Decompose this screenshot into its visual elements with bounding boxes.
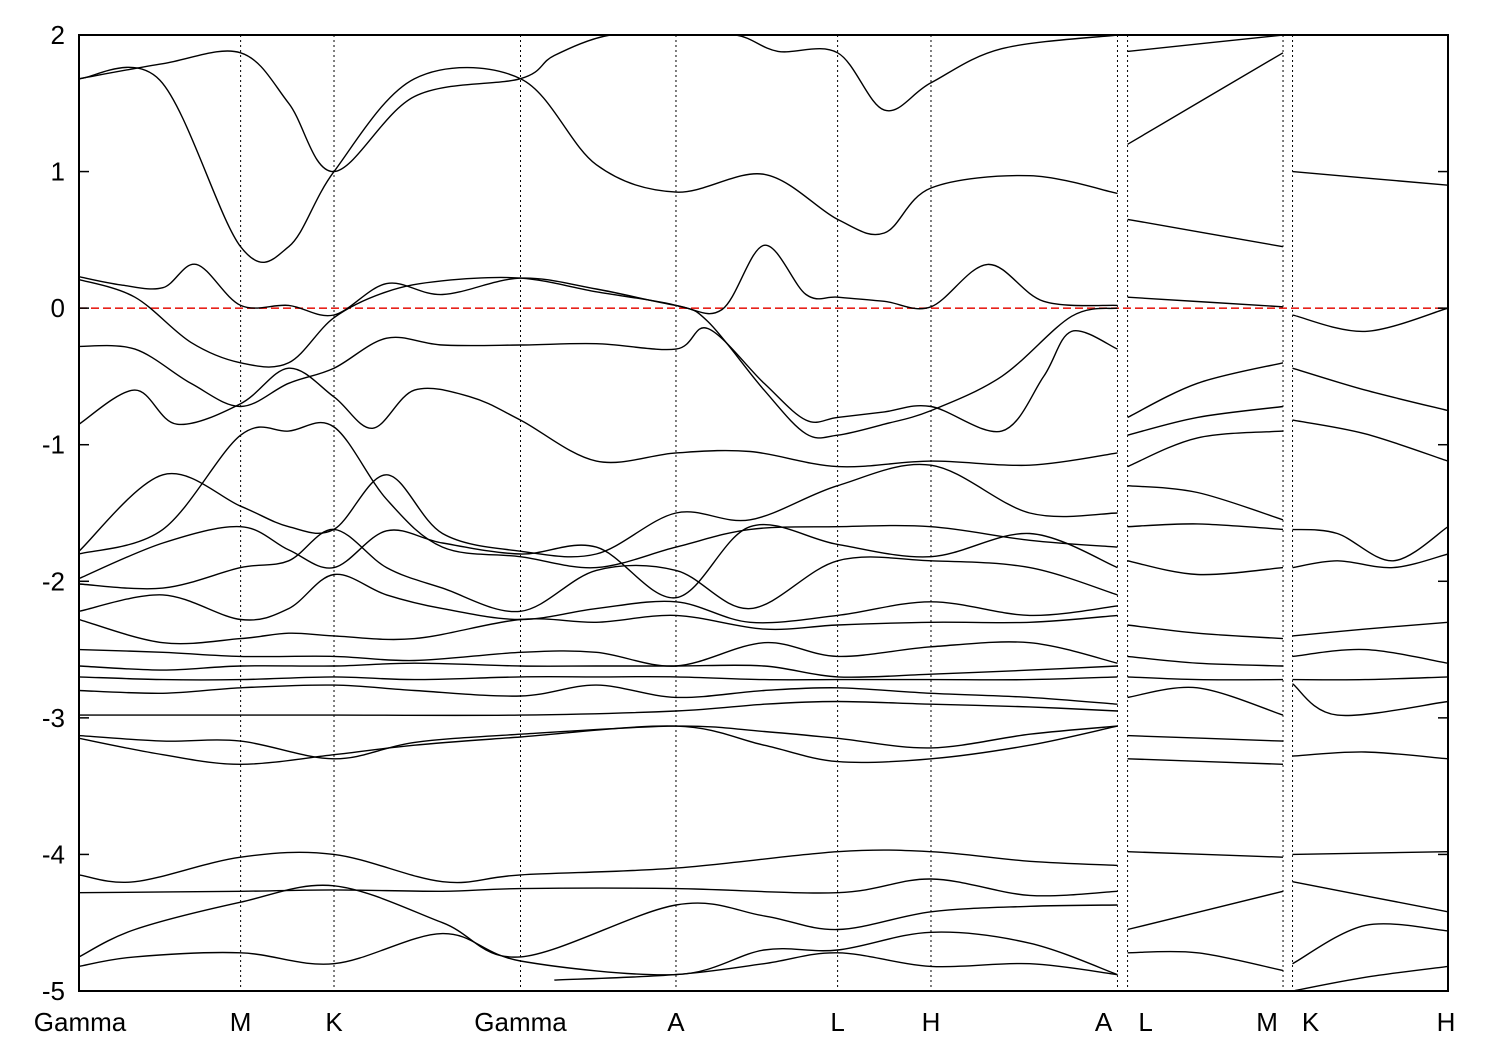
- band-line-39: [1127, 758, 1284, 765]
- x-tick-label: Gamma: [34, 1007, 127, 1037]
- band-line-20: [79, 878, 1118, 897]
- band-line-51: [1292, 676, 1448, 681]
- y-tick-label: 0: [51, 293, 65, 323]
- x-tick-label: M: [1256, 1007, 1278, 1037]
- band-line-26: [1127, 218, 1284, 248]
- band-line-35: [1127, 655, 1284, 667]
- band-line-31: [1127, 485, 1284, 521]
- band-line-57: [1292, 965, 1448, 991]
- band-line-3: [79, 276, 1118, 439]
- x-tick-label: H: [922, 1007, 941, 1037]
- x-tick-label: H: [1437, 1007, 1456, 1037]
- band-line-55: [1292, 881, 1448, 913]
- band-line-33: [1127, 560, 1284, 576]
- y-tick-label: -3: [42, 703, 65, 733]
- band-line-11: [79, 614, 1118, 645]
- band-line-50: [1292, 648, 1448, 664]
- band-line-54: [1292, 851, 1448, 856]
- band-line-41: [1127, 890, 1284, 931]
- band-line-25: [1127, 35, 1284, 53]
- y-axis-ticks: 2 1 0 -1 -2 -3 -4 -5: [42, 20, 1448, 1006]
- band-line-24: [1127, 52, 1284, 145]
- band-line-56: [1292, 923, 1448, 965]
- band-line-12: [79, 641, 1118, 667]
- band-series: [79, 35, 1448, 991]
- band-line-10: [79, 573, 1118, 624]
- band-line-53: [1292, 751, 1448, 760]
- band-line-8: [79, 523, 1118, 599]
- band-line-21: [79, 884, 1118, 958]
- band-line-27: [1127, 296, 1284, 308]
- x-axis-ticks: Gamma M K Gamma A L H A L M K H: [34, 1007, 1456, 1037]
- band-line-22: [79, 931, 1118, 976]
- band-line-19: [79, 849, 1118, 884]
- x-tick-label: K: [325, 1007, 343, 1037]
- band-line-38: [1127, 734, 1284, 742]
- band-line-23: [554, 952, 1118, 981]
- x-tick-label: M: [230, 1007, 252, 1037]
- band-line-32: [1127, 523, 1284, 531]
- band-line-1: [79, 35, 1118, 173]
- band-line-44: [1292, 307, 1448, 333]
- band-line-14: [79, 675, 1118, 681]
- x-tick-label: K: [1302, 1007, 1320, 1037]
- band-line-28: [1127, 362, 1284, 419]
- band-line-5: [79, 367, 1118, 468]
- band-line-6: [79, 463, 1118, 558]
- plot-frame: [78, 34, 1449, 992]
- band-line-13: [79, 662, 1118, 678]
- band-line-7: [79, 421, 1118, 569]
- band-line-45: [1292, 367, 1448, 412]
- band-line-30: [1127, 430, 1284, 468]
- y-tick-label: -2: [42, 566, 65, 596]
- band-line-47: [1292, 526, 1448, 562]
- band-line-48: [1292, 553, 1448, 569]
- band-line-2: [79, 244, 1118, 317]
- y-tick-label: -4: [42, 839, 65, 869]
- x-tick-label: A: [1095, 1007, 1113, 1037]
- band-line-18: [79, 725, 1118, 766]
- y-tick-label: 2: [51, 20, 65, 50]
- band-line-15: [79, 684, 1118, 705]
- band-line-46: [1292, 419, 1448, 462]
- band-line-40: [1127, 851, 1284, 858]
- y-tick-label: -1: [42, 430, 65, 460]
- band-line-37: [1127, 686, 1284, 716]
- y-tick-label: 1: [51, 157, 65, 187]
- x-tick-label: L: [830, 1007, 844, 1037]
- band-line-29: [1127, 405, 1284, 436]
- band-line-36: [1127, 676, 1284, 681]
- band-line-34: [1127, 624, 1284, 640]
- band-line-9: [79, 528, 1118, 613]
- high-symmetry-lines: [240, 35, 1294, 991]
- band-line-49: [1292, 621, 1448, 637]
- band-line-43: [1292, 170, 1448, 186]
- x-tick-label: L: [1138, 1007, 1152, 1037]
- band-line-42: [1127, 950, 1284, 972]
- band-line-16: [79, 700, 1118, 717]
- band-line-0: [79, 66, 1118, 263]
- x-tick-label: Gamma: [474, 1007, 567, 1037]
- band-line-4: [79, 327, 1118, 433]
- y-tick-label: -5: [42, 976, 65, 1006]
- x-tick-label: A: [667, 1007, 685, 1037]
- band-line-52: [1292, 683, 1448, 717]
